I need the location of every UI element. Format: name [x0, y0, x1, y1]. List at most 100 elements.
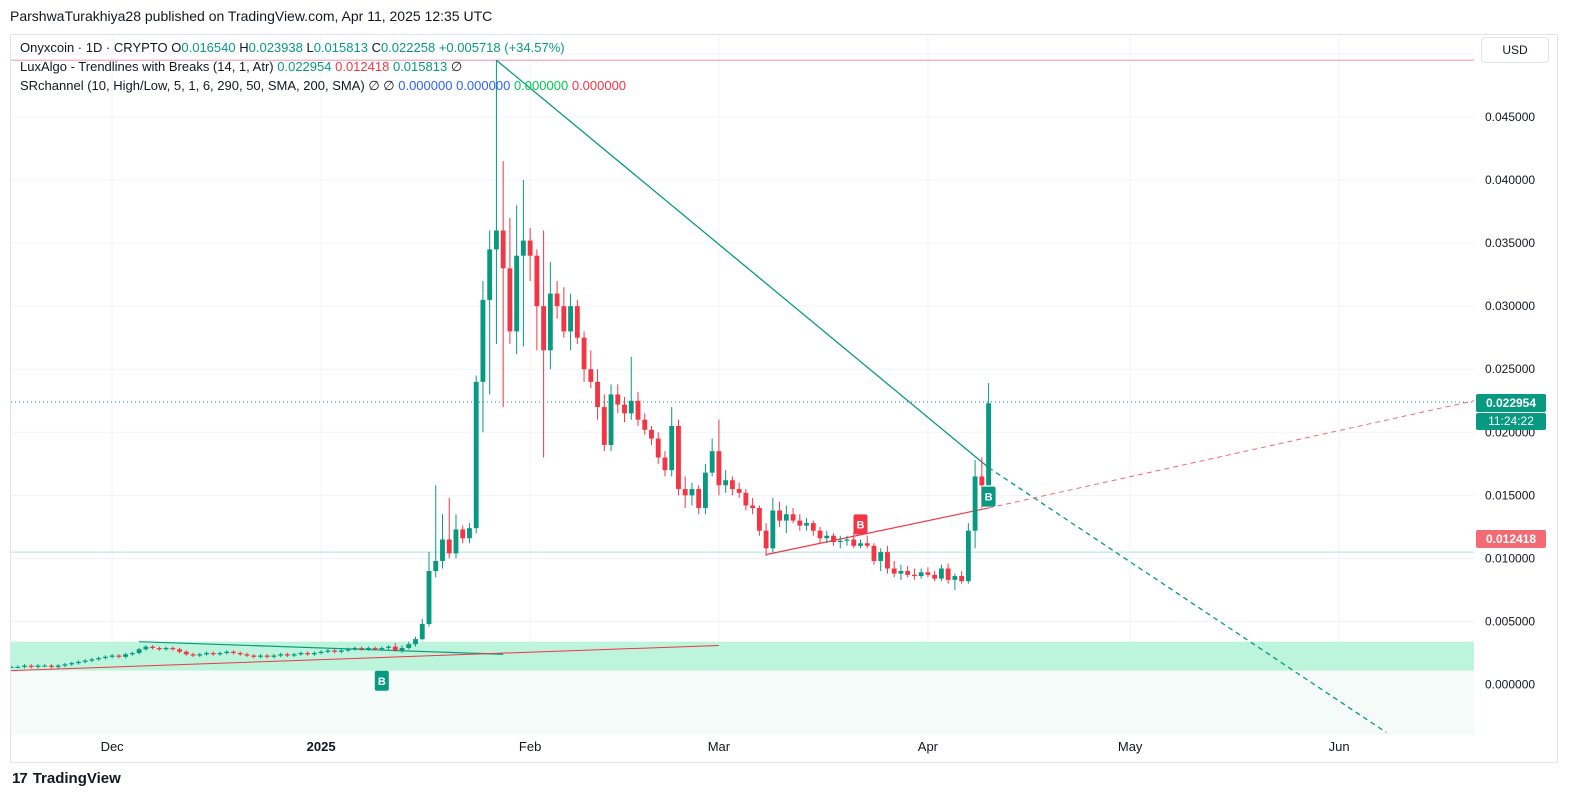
- candle-body: [446, 539, 452, 554]
- srchannel-v6: 0.000000: [571, 78, 627, 93]
- candle-body: [49, 665, 54, 667]
- candle-body: [905, 571, 911, 575]
- candle-body: [554, 293, 560, 307]
- srchannel-empty-2: ∅: [383, 78, 395, 93]
- candle-body: [527, 240, 533, 256]
- candle-body: [669, 425, 675, 471]
- candle-body: [123, 654, 129, 657]
- candle-body: [743, 492, 749, 506]
- x-tick-label: Apr: [918, 739, 939, 754]
- candle-body: [75, 661, 81, 664]
- candle-body: [392, 646, 398, 651]
- candle-body: [163, 647, 169, 650]
- candle-body: [932, 574, 938, 579]
- candle-body: [716, 451, 722, 486]
- candle-body: [359, 647, 365, 650]
- x-tick-label: Mar: [708, 739, 731, 754]
- y-tick-label: 0.035000: [1485, 236, 1535, 250]
- srchannel-v5: 0.000000: [513, 78, 569, 93]
- legend-srchannel-row[interactable]: SRchannel (10, High/Low, 5, 1, 6, 290, 5…: [20, 76, 626, 95]
- legend-symbol-row[interactable]: Onyxcoin · 1D · CRYPTO O0.016540 H0.0239…: [20, 38, 626, 57]
- early-up-trend-line: [11, 644, 719, 672]
- candle-body: [783, 514, 789, 521]
- candle-body: [500, 230, 506, 269]
- legend-luxalgo-row[interactable]: LuxAlgo - Trendlines with Breaks (14, 1,…: [20, 57, 626, 76]
- candle-body: [756, 507, 762, 531]
- luxalgo-upper: 0.022954: [277, 59, 332, 74]
- candle-body: [682, 489, 688, 496]
- candle-body: [493, 230, 499, 250]
- srchannel-v3: 0.000000: [398, 78, 453, 93]
- chart-frame[interactable]: [10, 34, 1558, 763]
- candle-body: [595, 381, 600, 408]
- candle-body: [777, 510, 783, 521]
- high-label: H: [239, 40, 249, 55]
- y-tick-label: 0.005000: [1485, 614, 1535, 628]
- candle-body: [507, 268, 513, 332]
- candle-body: [298, 653, 304, 655]
- candle-body: [858, 543, 863, 546]
- y-tick-label: 0.010000: [1485, 551, 1535, 565]
- candle-body: [574, 306, 580, 338]
- candle-body: [487, 249, 493, 300]
- candle-body: [318, 651, 324, 654]
- last-price-tag: 0.022954: [1476, 394, 1546, 412]
- candle-body: [244, 654, 250, 656]
- break-label-box: [853, 514, 868, 535]
- candle-body: [231, 651, 236, 654]
- candle-body: [878, 552, 884, 561]
- candle-body: [480, 299, 486, 382]
- candle-body: [534, 255, 540, 307]
- symbol-title[interactable]: Onyxcoin · 1D · CRYPTO: [20, 40, 168, 55]
- candle-body: [258, 655, 263, 657]
- candle-body: [11, 666, 14, 668]
- candle-body: [35, 665, 41, 667]
- candle-body: [116, 655, 122, 657]
- footer-brand[interactable]: 17 TradingView: [12, 770, 121, 787]
- early-down-trend-line: [139, 641, 504, 655]
- candle-body: [183, 651, 189, 655]
- candle-body: [986, 403, 992, 486]
- candle-body: [541, 306, 547, 351]
- candle-body: [689, 489, 695, 496]
- candle-body: [325, 650, 331, 652]
- candle-body: [965, 530, 971, 582]
- candle-body: [379, 647, 385, 650]
- open-value: 0.016540: [181, 40, 236, 55]
- candle-body: [797, 520, 803, 526]
- candle-body: [938, 568, 944, 579]
- candle-body: [177, 649, 182, 652]
- candle-body: [729, 480, 735, 490]
- publisher-line: ParshwaTurakhiya28 published on TradingV…: [10, 8, 493, 24]
- candle-body: [251, 655, 257, 657]
- candle-body: [204, 653, 209, 655]
- candle-body: [945, 568, 951, 580]
- candle-body: [305, 653, 311, 655]
- luxalgo-title[interactable]: LuxAlgo - Trendlines with Breaks (14, 1,…: [20, 59, 274, 74]
- candle-body: [871, 545, 877, 561]
- countdown-tag: 11:24:22: [1476, 413, 1546, 430]
- candle-body: [702, 472, 708, 508]
- x-tick-label: 2025: [307, 739, 336, 754]
- srchannel-title[interactable]: SRchannel (10, High/Low, 5, 1, 6, 290, 5…: [20, 78, 365, 93]
- candle-body: [210, 653, 216, 655]
- candle-body: [628, 400, 634, 414]
- currency-button[interactable]: USD: [1481, 37, 1549, 63]
- candle-body: [601, 407, 607, 445]
- break-label-text: B: [857, 519, 865, 531]
- candle-body: [102, 656, 108, 659]
- candle-body: [406, 644, 412, 648]
- candle-body: [911, 574, 917, 577]
- candle-body: [136, 649, 142, 654]
- srchannel-empty-1: ∅: [368, 78, 380, 93]
- change-value: +0.005718 (+34.57%): [438, 40, 565, 55]
- close-value: 0.022258: [380, 40, 436, 55]
- candle-body: [271, 655, 277, 657]
- srchannel-v4: 0.000000: [456, 78, 511, 93]
- candle-body: [844, 539, 850, 541]
- close-label: C: [371, 40, 381, 55]
- x-tick-label: Jun: [1329, 739, 1350, 754]
- candle-body: [615, 394, 621, 405]
- x-tick-label: May: [1118, 739, 1143, 754]
